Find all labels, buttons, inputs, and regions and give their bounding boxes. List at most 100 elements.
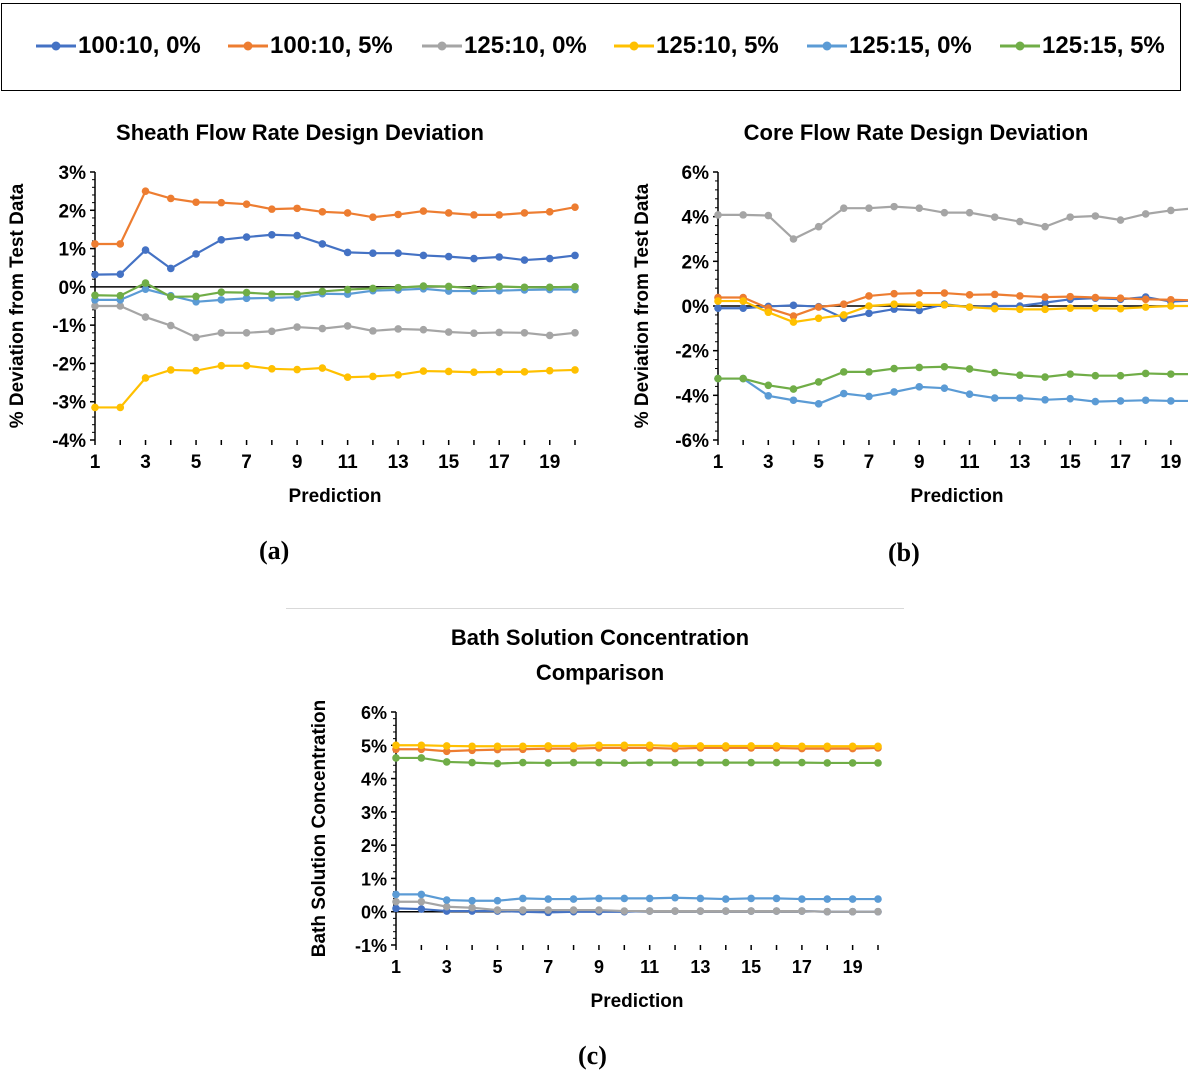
data-point [268, 290, 276, 298]
data-point [318, 287, 327, 296]
data-point [293, 365, 301, 374]
data-point [1066, 394, 1075, 403]
data-point [268, 364, 276, 373]
data-point [1167, 302, 1175, 310]
data-point [714, 374, 722, 383]
series-line [396, 900, 878, 913]
data-point [242, 233, 251, 241]
data-point [1016, 305, 1024, 314]
data-point [369, 372, 377, 381]
chart-c-title: Bath Solution Concentration Comparison [340, 620, 860, 690]
x-tick-label: 1 [391, 957, 401, 977]
y-axis-label: Bath Solution Concentration [309, 700, 330, 957]
x-tick-label: 15 [438, 452, 460, 473]
data-point [990, 368, 999, 377]
data-point [442, 896, 451, 904]
data-point [217, 235, 226, 244]
legend-label: 125:10, 5% [656, 32, 779, 59]
x-tick-label: 11 [960, 452, 981, 473]
data-point [394, 249, 402, 257]
legend-item: 125:10, 0% [420, 32, 587, 60]
legend-label: 125:15, 5% [1042, 32, 1165, 59]
x-tick-label: 7 [241, 452, 252, 473]
data-point [394, 371, 402, 379]
data-point [444, 252, 453, 261]
x-tick-label: 19 [843, 957, 863, 977]
data-point [764, 308, 773, 317]
data-point [495, 328, 504, 337]
data-point [645, 758, 654, 767]
series-line [396, 893, 878, 902]
y-tick-label: 0% [361, 903, 387, 923]
data-point [595, 906, 603, 914]
data-point [721, 895, 730, 903]
data-point [520, 368, 529, 376]
data-point [798, 895, 806, 903]
data-point [739, 374, 747, 383]
series-line [396, 744, 878, 748]
data-point [1091, 293, 1100, 302]
data-point [645, 894, 654, 903]
data-point [192, 292, 200, 301]
x-tick-label: 17 [792, 957, 812, 977]
legend-item: 100:10, 5% [226, 32, 393, 60]
data-point [520, 329, 529, 337]
data-point [1116, 294, 1125, 302]
data-point [1141, 295, 1150, 304]
data-point [915, 289, 924, 297]
data-point [671, 893, 679, 902]
data-point [671, 907, 679, 915]
data-point [814, 303, 823, 311]
data-point [965, 291, 974, 299]
data-point [519, 894, 527, 903]
data-point [865, 392, 873, 401]
data-point [620, 907, 629, 915]
data-point [1066, 304, 1075, 313]
data-point [1091, 304, 1100, 313]
data-point [293, 323, 301, 331]
chart-b: -6%-4%-2%0%2%4%6%1 3 5 7 9 11 13 15 17 19Predicti… [632, 163, 1188, 507]
data-point [789, 396, 798, 405]
data-point [217, 198, 226, 207]
data-point [874, 742, 882, 751]
x-axis-label: Prediction [289, 486, 382, 507]
data-point [1091, 212, 1100, 220]
x-tick-label: 3 [763, 452, 774, 473]
y-tick-label: 3% [361, 803, 387, 823]
legend-item: 100:10, 0% [34, 32, 201, 60]
data-point [1066, 370, 1075, 378]
data-point [1016, 292, 1024, 300]
y-tick-label: -3% [52, 393, 86, 414]
data-point [493, 896, 502, 905]
x-tick-label: 13 [690, 957, 710, 977]
data-point [91, 403, 99, 412]
data-point [915, 204, 924, 212]
data-point [915, 363, 924, 372]
series-line [718, 291, 1188, 318]
data-point [772, 894, 781, 903]
legend-swatch [36, 41, 76, 51]
legend-swatch-marker [1015, 41, 1025, 51]
data-point [1116, 397, 1125, 405]
data-point [848, 742, 857, 751]
data-point [444, 282, 453, 291]
data-point [865, 302, 873, 310]
data-point [192, 366, 200, 375]
x-tick-label: 11 [640, 957, 659, 977]
data-point [714, 304, 722, 313]
data-point [217, 296, 226, 304]
data-point [545, 254, 554, 263]
data-point [764, 391, 773, 400]
legend-item: 125:10, 5% [612, 32, 779, 60]
data-point [739, 297, 747, 305]
data-point [772, 758, 781, 767]
data-point [217, 288, 226, 297]
data-point [293, 290, 301, 298]
data-point [915, 383, 924, 391]
data-point [940, 384, 949, 392]
data-point [493, 906, 502, 914]
data-point [890, 202, 898, 211]
series-line [396, 756, 878, 765]
x-tick-label: 7 [543, 957, 553, 977]
data-point [392, 741, 400, 750]
